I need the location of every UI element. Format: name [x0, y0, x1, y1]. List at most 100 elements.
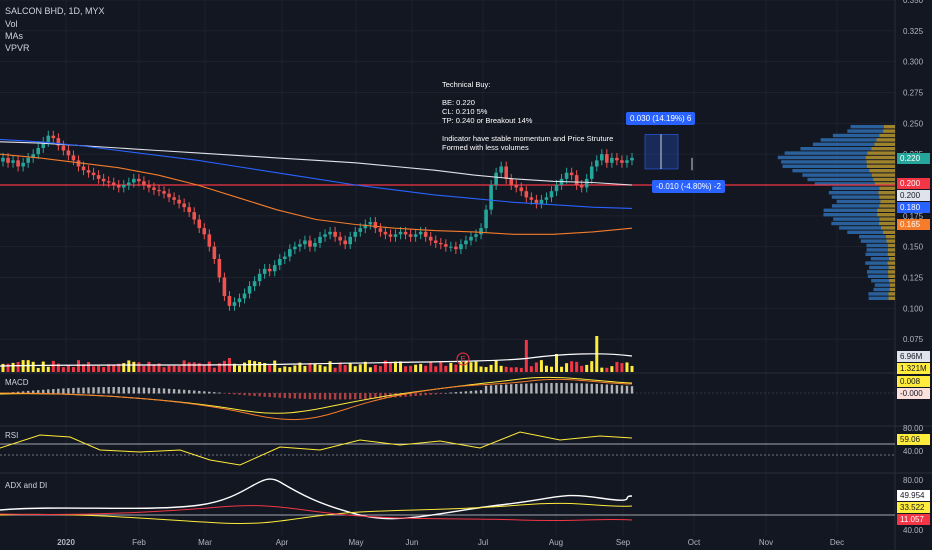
volume-bar: [570, 361, 573, 372]
macd-histogram-bar: [279, 393, 281, 398]
volume-bar: [37, 368, 40, 372]
vpvr-bar: [839, 226, 881, 229]
x-tick-label: Jun: [406, 538, 419, 547]
candle-body: [192, 212, 196, 219]
pane-axis-label: 80.00: [903, 476, 924, 485]
vol-legend[interactable]: Vol: [5, 19, 18, 29]
volume-bar: [404, 366, 407, 372]
candle-body: [434, 241, 438, 243]
candle-body: [152, 187, 156, 189]
vpvr-bar: [867, 248, 888, 251]
vpvr-legend[interactable]: VPVR: [5, 43, 30, 53]
volume-bar: [258, 362, 261, 372]
vpvr-bar: [800, 147, 871, 150]
vpvr-bar: [832, 204, 879, 207]
pane-axis-label: 80.00: [903, 424, 924, 433]
candle-body: [384, 232, 388, 234]
volume-bar: [127, 360, 130, 372]
symbol-legend[interactable]: SALCON BHD, 1D, MYX: [5, 6, 105, 16]
candle-body: [107, 181, 111, 182]
volume-bar: [132, 362, 135, 372]
x-tick-label: Sep: [616, 538, 631, 547]
macd-histogram-bar: [314, 393, 316, 399]
candle-body: [424, 232, 428, 237]
vpvr-bar: [824, 209, 878, 212]
macd-histogram-bar: [274, 393, 276, 397]
vpvr-bar-down: [888, 248, 895, 251]
vpvr-bar-down: [880, 217, 895, 220]
macd-histogram-bar: [228, 393, 230, 394]
macd-histogram-bar: [611, 385, 613, 394]
measure-down-label[interactable]: -0.010 (-4.80%) -2: [652, 180, 725, 193]
macd-histogram-bar: [580, 383, 582, 393]
vpvr-bar-down: [872, 173, 895, 176]
vpvr-bar-down: [869, 169, 895, 172]
x-tick-label: May: [348, 538, 363, 547]
candle-body: [449, 247, 453, 248]
volume-bar: [389, 362, 392, 372]
candle-body: [489, 185, 493, 210]
vpvr-bar-down: [888, 270, 895, 273]
macd-histogram-bar: [299, 393, 301, 399]
note-line-indicator: Indicator have stable momentum and Price…: [442, 134, 613, 143]
volume-bar: [580, 366, 583, 372]
candle-body: [293, 247, 297, 249]
macd-histogram-bar: [419, 393, 421, 396]
volume-bar: [248, 360, 251, 372]
macd-histogram-bar: [530, 383, 532, 393]
vpvr-bar-down: [889, 266, 895, 269]
volume-bar: [72, 367, 75, 372]
x-tick-label: Nov: [759, 538, 773, 547]
vpvr-bar: [829, 191, 879, 194]
vpvr-bar: [869, 266, 888, 269]
macd-histogram-bar: [329, 393, 331, 399]
candle-body: [419, 232, 423, 234]
volume-bar: [444, 366, 447, 372]
volume-bar: [449, 363, 452, 372]
vpvr-bar-down: [886, 239, 895, 242]
macd-histogram-bar: [67, 388, 69, 393]
vpvr-bar: [831, 222, 879, 225]
candle-body: [132, 179, 136, 183]
mas-legend[interactable]: MAs: [5, 31, 23, 41]
volume-bar: [178, 366, 181, 372]
volume-bar: [550, 367, 553, 372]
macd-histogram-bar: [575, 383, 577, 393]
candle-body: [610, 158, 614, 163]
macd-histogram-bar: [354, 393, 356, 399]
candle-body: [263, 269, 267, 274]
macd-histogram-bar: [168, 389, 170, 394]
macd-histogram-bar: [138, 387, 140, 393]
note-line-formed: Formed with less volumes: [442, 143, 529, 152]
volume-bar: [530, 366, 533, 372]
note-line-tp: TP: 0.240 or Breakout 14%: [442, 116, 532, 125]
last-price-tag: 0.220: [897, 153, 930, 164]
candle-body: [208, 234, 212, 246]
macd-histogram-bar: [143, 388, 145, 394]
measure-up-label[interactable]: 0.030 (14.19%) 6: [626, 112, 695, 125]
technical-note: Technical Buy: BE: 0.220 CL: 0.210 5% TP…: [442, 80, 613, 152]
candle-body: [585, 179, 589, 188]
vol-last-tag: 1.321M: [897, 363, 930, 374]
volume-bar: [102, 367, 105, 372]
vpvr-bar-down: [877, 213, 895, 216]
macd-histogram-bar: [304, 393, 306, 399]
candle-body: [525, 191, 529, 197]
candle-body: [97, 175, 101, 179]
volume-bar: [288, 367, 291, 372]
volume-bar: [42, 362, 45, 372]
volume-bar: [344, 365, 347, 372]
volume-bar: [610, 366, 613, 372]
volume-bar: [293, 366, 296, 372]
vpvr-bar: [832, 195, 879, 198]
macd-histogram-bar: [218, 393, 220, 394]
candle-body: [228, 296, 232, 306]
candle-body: [273, 265, 277, 271]
volume-bar: [92, 366, 95, 372]
volume-bar: [7, 364, 10, 372]
macd-histogram-bar: [309, 393, 311, 399]
candle-body: [122, 185, 126, 187]
macd-histogram-bar: [480, 390, 482, 393]
adx-tag-1: 49.954: [897, 490, 930, 501]
vpvr-bar-down: [884, 125, 895, 128]
